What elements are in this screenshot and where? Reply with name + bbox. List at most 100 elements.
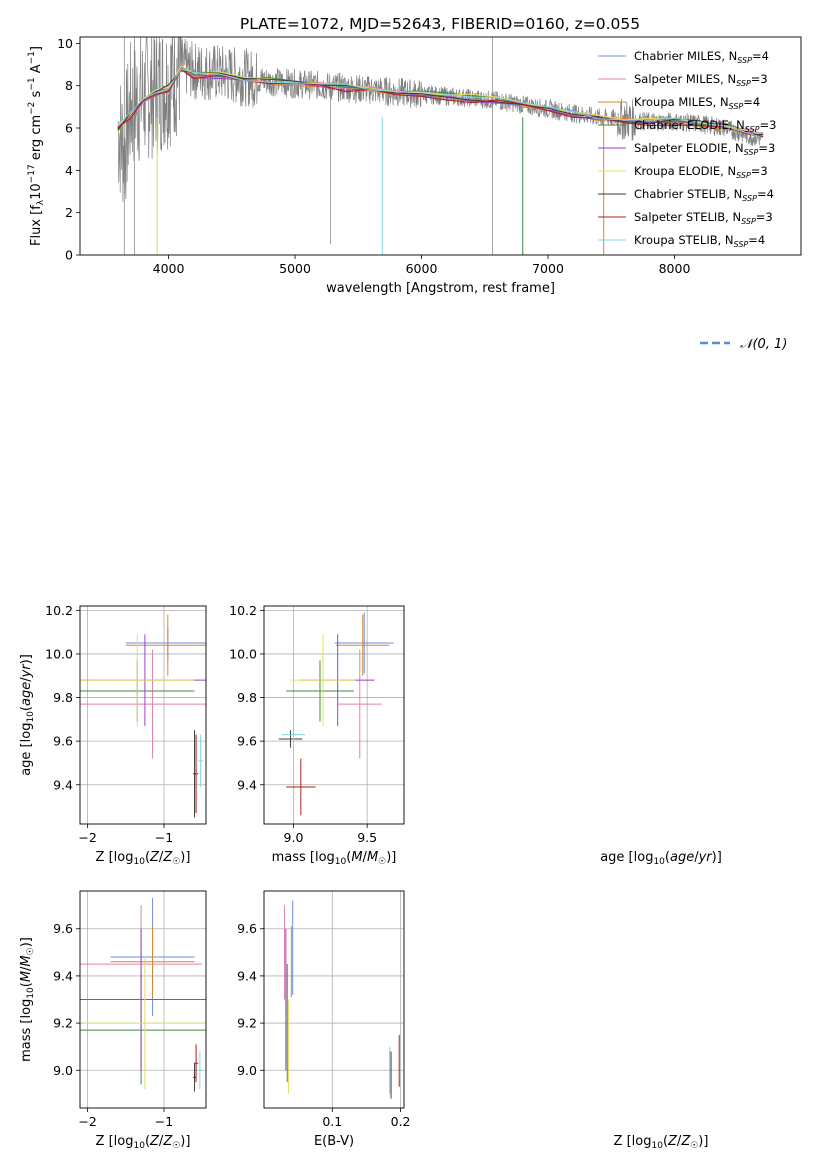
y-tick-label: 10.0	[45, 646, 73, 661]
legend-label: Kroupa STELIB, NSSP=4	[634, 233, 765, 249]
y-tick-label: 9.4	[237, 777, 257, 792]
plot-area-mass-vs-Z	[80, 891, 206, 1108]
y-tick-label: 10.2	[229, 603, 257, 618]
legend-label-text: Salpeter MILES, N	[634, 72, 736, 86]
x-axis-label: Z [log10(Z/Z☉)]	[96, 1134, 191, 1151]
x-tick-label: 7000	[532, 261, 564, 276]
x-tick-label: 0.2	[391, 1114, 411, 1129]
y-tick-label: 9.8	[53, 690, 73, 705]
y-tick-label: 9.6	[53, 734, 73, 749]
legend-label-sub: SSP	[737, 56, 752, 65]
x-tick-label: −2	[78, 830, 96, 845]
legend-label-tail: =4	[752, 49, 769, 63]
axes-frame	[263, 890, 405, 1109]
plot-area-age-vs-Z	[80, 606, 206, 824]
x-axis-label: age [log10(age/yr)]	[600, 850, 722, 867]
legend-label-text: Kroupa MILES, N	[634, 95, 729, 109]
y-axis-label: age [log10(age/yr)]	[19, 654, 36, 776]
y-tick-label: 0	[65, 248, 73, 263]
legend-label-sub: SSP	[745, 125, 760, 134]
y-axis-label: Flux [fλ10−17 erg cm−2 s−1 A−1]	[27, 46, 46, 246]
legend-label-text: Kroupa ELODIE, N	[634, 164, 736, 178]
legend-label: Kroupa ELODIE, NSSP=3	[634, 164, 768, 180]
legend-label: Chabrier ELODIE, NSSP=3	[634, 118, 776, 134]
panel-residuals: Normed distribution𝒩(0, 1)	[700, 337, 787, 352]
legend-label-sub: SSP	[742, 194, 757, 203]
x-axis-label: Z [log10(Z/Z☉)]	[614, 1134, 709, 1151]
y-tick-label: 9.0	[237, 1063, 257, 1078]
y-tick-label: 9.4	[237, 968, 257, 983]
x-tick-label: 6000	[406, 261, 438, 276]
x-tick-label: −1	[155, 830, 173, 845]
y-tick-label: 9.0	[53, 1063, 73, 1078]
panel-weight-vs-Z: mass weightZ [log10(Z/Z☉)]	[614, 1134, 709, 1151]
axes-frame	[79, 36, 802, 256]
legend-label-tail: =4	[743, 95, 760, 109]
y-tick-label: 9.4	[53, 777, 73, 792]
axes-frame	[79, 890, 207, 1109]
plot-area-spectrum	[117, 37, 764, 255]
y-tick-label: 9.4	[53, 968, 73, 983]
panel-mass-vs-EBV: 0.1 0.2 9.0 9.2 9.4 9.6 E(B-V)	[237, 890, 411, 1149]
legend-label: Chabrier STELIB, NSSP=4	[634, 187, 774, 203]
x-tick-label: 8000	[659, 261, 691, 276]
y-tick-label: 4	[65, 163, 73, 178]
legend-label-tail: =3	[758, 141, 775, 155]
plot-area-mass-vs-EBV	[264, 891, 404, 1108]
axes-frame	[79, 605, 207, 825]
legend-label-text: Chabrier MILES, N	[634, 49, 737, 63]
legend-label-tail: =4	[748, 233, 765, 247]
legend-label-text: Chabrier ELODIE, N	[634, 118, 745, 132]
legend-label-text: Chabrier STELIB, N	[634, 187, 742, 201]
legend-label: Chabrier MILES, NSSP=4	[634, 49, 769, 65]
legend-label: Salpeter STELIB, NSSP=3	[634, 210, 773, 226]
x-tick-label: 5000	[279, 261, 311, 276]
y-tick-label: 2	[65, 205, 73, 220]
legend-label-tail: =4	[757, 187, 774, 201]
y-tick-label: 9.2	[237, 1016, 257, 1031]
legend-label: Salpeter MILES, NSSP=3	[634, 72, 768, 88]
legend-label-sub: SSP	[729, 102, 744, 111]
panel-spectrum: 4000 5000 6000 7000 8000 0 2 4 6 8 10 wavelength [A…	[27, 36, 802, 296]
x-tick-label: −1	[155, 1114, 173, 1129]
legend-label: Kroupa MILES, NSSP=4	[634, 95, 760, 111]
model-line	[117, 68, 764, 139]
x-tick-label: 4000	[153, 261, 185, 276]
legend-label-tail: =3	[751, 164, 768, 178]
panel-mass-vs-Z: −2 −1 9.0 9.2 9.4 9.6 Z [log10(Z/Z☉)] mass [log…	[19, 890, 207, 1151]
x-tick-label: −2	[78, 1114, 96, 1129]
x-axis-label: mass [log10(M/M☉)]	[272, 850, 397, 867]
x-tick-label: 9.0	[284, 830, 304, 845]
y-tick-label: 9.8	[237, 690, 257, 705]
plot-area-age-vs-mass	[264, 606, 404, 824]
legend-label: Salpeter ELODIE, NSSP=3	[634, 141, 775, 157]
legend-label-sub: SSP	[744, 148, 759, 157]
x-axis-label: E(B-V)	[314, 1134, 354, 1149]
panel-age-vs-Z: −2 −1 9.4 9.6 9.8 10.0 10.2 Z [log10(Z/Z☉)] age …	[19, 603, 207, 867]
x-axis-label: wavelength [Angstrom, rest frame]	[326, 281, 555, 296]
axes-frame	[263, 605, 405, 825]
legend-label-text: Salpeter ELODIE, N	[634, 141, 744, 155]
x-tick-label: 9.5	[357, 830, 377, 845]
x-tick-label: 0.1	[322, 1114, 342, 1129]
y-tick-label: 9.6	[237, 921, 257, 936]
panel-age-vs-mass: 9.0 9.5 9.4 9.6 9.8 10.0 10.2 mass [log10(M/M☉)…	[229, 603, 405, 867]
legend-label-tail: =3	[751, 72, 768, 86]
legend-label-tail: =3	[760, 118, 777, 132]
legend-label-sub: SSP	[736, 171, 751, 180]
y-tick-label: 10	[57, 36, 73, 51]
legend-label-text: Salpeter STELIB, N	[634, 210, 741, 224]
legend-label: 𝒩(0, 1)	[740, 337, 787, 352]
y-tick-label: 6	[65, 121, 73, 136]
y-tick-label: 9.6	[53, 921, 73, 936]
legend-label-sub: SSP	[736, 79, 751, 88]
y-tick-label: 9.2	[53, 1016, 73, 1031]
y-tick-label: 10.0	[229, 646, 257, 661]
legend-label-sub: SSP	[734, 240, 749, 249]
x-axis-label: Z [log10(Z/Z☉)]	[96, 850, 191, 867]
y-tick-label: 8	[65, 78, 73, 93]
legend-label-text: Kroupa STELIB, N	[634, 233, 734, 247]
